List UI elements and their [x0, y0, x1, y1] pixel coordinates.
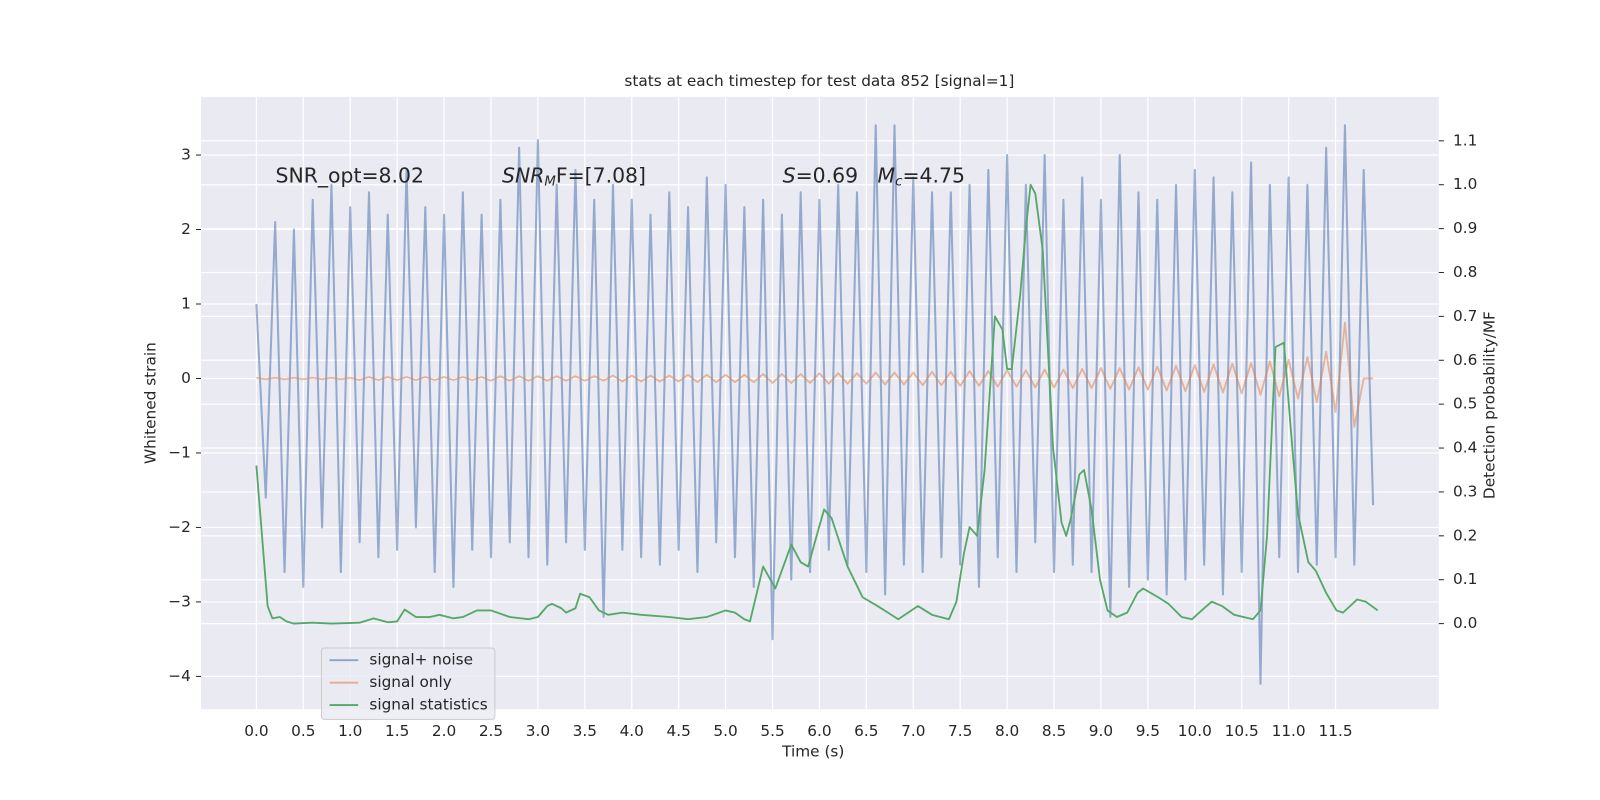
- x-tick-label: 6.5: [854, 722, 878, 740]
- x-tick-label: 0.5: [291, 722, 315, 740]
- x-tick-label: 4.5: [667, 722, 691, 740]
- x-tick-label: 3.5: [573, 722, 597, 740]
- x-tick-label: 5.0: [713, 722, 737, 740]
- y2-tick-label: 0.5: [1453, 395, 1477, 413]
- y2-tick-label: 0.1: [1453, 570, 1477, 588]
- series-line: [255, 124, 1375, 685]
- x-tick-label: 8.5: [1042, 722, 1066, 740]
- y2-tick-label: 0.6: [1453, 351, 1477, 369]
- y2-tick-label: 1.0: [1453, 175, 1477, 193]
- x-axis-label: Time (s): [781, 743, 844, 761]
- legend-label: signal only: [369, 673, 451, 691]
- x-tick-label: 9.5: [1136, 722, 1160, 740]
- x-tick-label: 8.0: [995, 722, 1019, 740]
- annotation-part: F=[7.08]: [556, 164, 646, 188]
- y2-tick-label: 0.0: [1453, 614, 1477, 632]
- series-line: [256, 321, 1374, 428]
- x-tick-label: 5.5: [760, 722, 784, 740]
- annotation: SNR_opt=8.02: [276, 164, 424, 189]
- x-tick-label: 9.0: [1089, 722, 1113, 740]
- y2-tick-label: 0.2: [1453, 526, 1477, 544]
- x-tick-label: 10.5: [1225, 722, 1259, 740]
- x-tick-label: 1.5: [385, 722, 409, 740]
- x-tick-label: 6.0: [807, 722, 831, 740]
- y2-axis-label: Detection probability/MF: [1480, 311, 1498, 499]
- x-tick-label: 11.5: [1319, 722, 1353, 740]
- y-axis-label: Whitened strain: [142, 342, 160, 464]
- y2-tick-label: 1.1: [1453, 131, 1477, 149]
- annotation-part: SNR_opt=8.02: [276, 164, 424, 189]
- annotation-part: S: [783, 164, 796, 188]
- x-tick-label: 2.5: [479, 722, 503, 740]
- y2-tick-label: 0.8: [1453, 263, 1477, 281]
- annotation: Mc=4.75: [878, 164, 965, 190]
- legend-box: [320, 647, 496, 720]
- x-tick-label: 11.0: [1272, 722, 1306, 740]
- y-tick-label: −3: [168, 592, 191, 610]
- y-tick-label: 1: [181, 294, 191, 312]
- y-tick-label: −4: [168, 667, 191, 685]
- y-tick-label: 0: [181, 369, 191, 387]
- annotation-part: M: [544, 175, 556, 190]
- x-tick-label: 10.0: [1178, 722, 1212, 740]
- y2-tick-label: 0.9: [1453, 219, 1477, 237]
- x-tick-label: 7.5: [948, 722, 972, 740]
- x-tick-label: 2.0: [432, 722, 456, 740]
- annotation: S=0.69: [783, 164, 858, 188]
- chart-title: stats at each timestep for test data 852…: [624, 72, 1014, 90]
- y2-tick-label: 0.7: [1453, 307, 1477, 325]
- annotation-part: =0.69: [796, 164, 859, 188]
- x-tick-label: 0.0: [244, 722, 268, 740]
- legend-label: signal statistics: [369, 696, 487, 714]
- y2-tick-label: 0.3: [1453, 482, 1477, 500]
- annotation-part: SNR: [502, 164, 544, 188]
- y-tick-label: −1: [168, 443, 191, 461]
- annotation-part: =4.75: [902, 164, 965, 188]
- x-tick-label: 1.0: [338, 722, 362, 740]
- y-tick-label: −2: [168, 518, 191, 536]
- annotation-part: M: [878, 164, 896, 188]
- x-tick-label: 7.0: [901, 722, 925, 740]
- y-tick-label: 2: [181, 220, 191, 238]
- annotation: SNRMF=[7.08]: [502, 164, 646, 190]
- legend-label: signal+ noise: [369, 651, 473, 669]
- series-line: [255, 183, 1379, 625]
- x-tick-label: 4.0: [620, 722, 644, 740]
- y-tick-label: 3: [181, 146, 191, 164]
- annotation-part: c: [895, 175, 903, 190]
- x-tick-label: 3.0: [526, 722, 550, 740]
- y2-tick-label: 0.4: [1453, 439, 1477, 457]
